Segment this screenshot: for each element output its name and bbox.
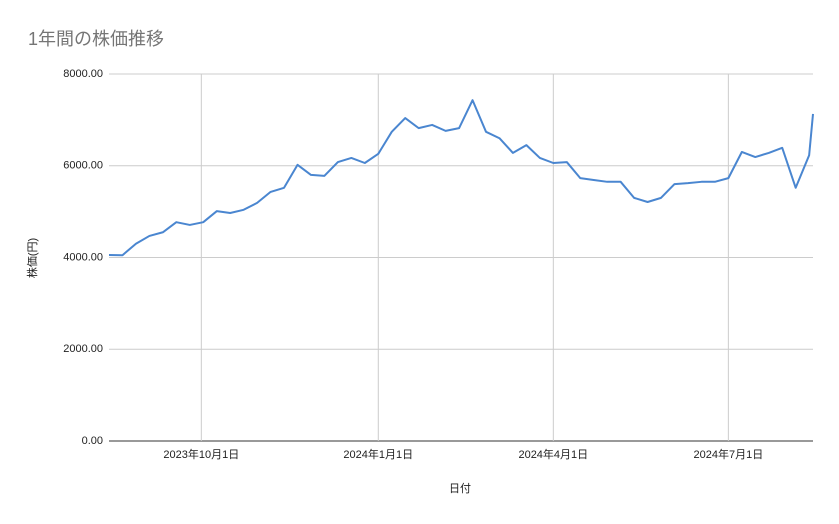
y-tick-label: 2000.00 (63, 343, 103, 355)
y-tick-label: 0.00 (82, 435, 103, 447)
line-series (108, 99, 814, 257)
y-tick-label: 4000.00 (63, 251, 103, 263)
x-axis-label: 日付 (449, 482, 471, 495)
x-tick-label: 2024年4月1日 (518, 447, 588, 461)
x-tick-label: 2024年7月1日 (694, 447, 764, 461)
y-tick-label: 6000.00 (63, 160, 103, 172)
chart-title: 1年間の株価推移 (28, 29, 164, 49)
y-axis-label: 株価(円) (25, 238, 39, 278)
x-tick-label: 2024年1月1日 (343, 447, 413, 461)
y-tick-label: 8000.00 (63, 68, 103, 80)
x-tick-label: 2023年10月1日 (163, 447, 239, 461)
